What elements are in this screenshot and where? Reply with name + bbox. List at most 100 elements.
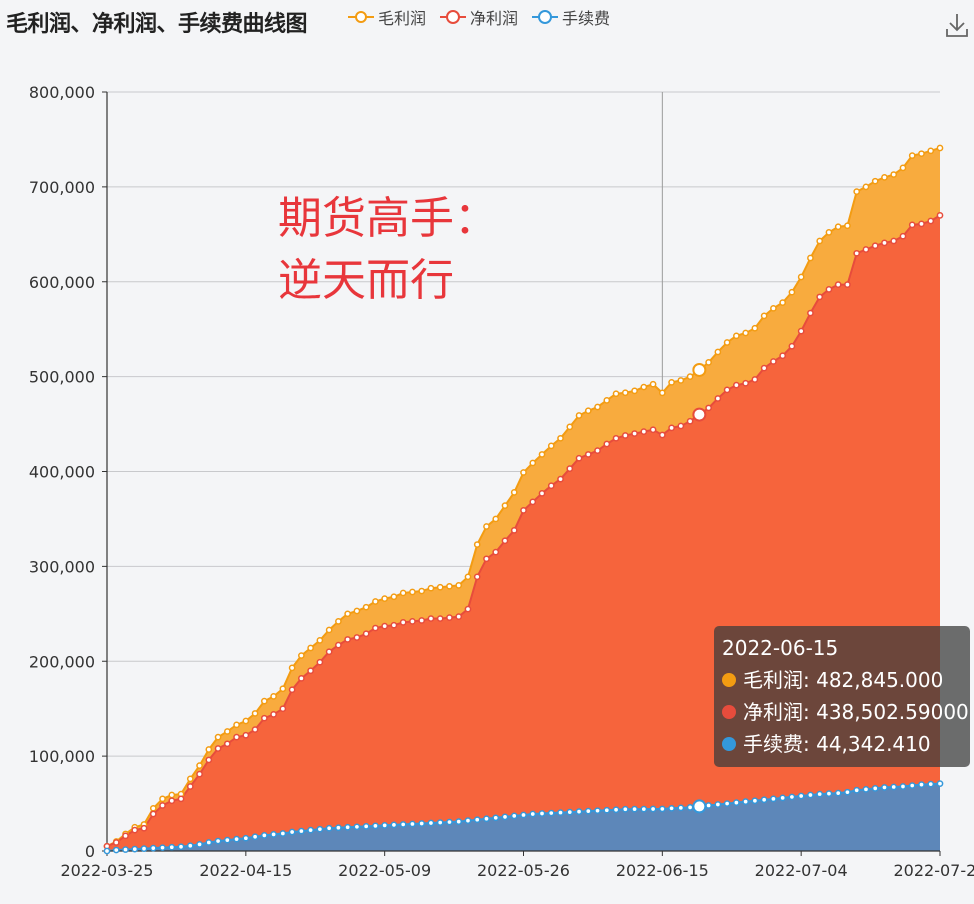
point-fee [288, 828, 296, 836]
point-gross [501, 502, 509, 509]
point-net [686, 417, 694, 425]
point-net [390, 621, 398, 629]
point-fee [344, 823, 351, 831]
point-net [510, 526, 518, 534]
point-fee [409, 820, 416, 828]
point-gross [908, 152, 916, 159]
highlight-point-net [692, 407, 707, 422]
point-net [270, 711, 277, 718]
point-gross [621, 389, 629, 397]
point-net [409, 618, 416, 625]
point-gross [492, 515, 500, 523]
point-fee [825, 790, 833, 797]
point-fee [399, 821, 407, 828]
point-net [566, 465, 574, 472]
download-icon[interactable] [944, 12, 970, 38]
point-fee [733, 799, 740, 806]
point-net [927, 217, 935, 225]
chart-title: 毛利润、净利润、手续费曲线图 [6, 12, 308, 37]
point-fee [899, 783, 907, 790]
point-net [584, 451, 592, 458]
point-net [538, 489, 546, 497]
point-fee [566, 808, 574, 816]
point-fee [686, 804, 694, 811]
point-net [381, 622, 389, 630]
point-fee [510, 812, 518, 820]
point-gross [575, 412, 583, 419]
tooltip: 2022-06-15 毛利润: 482,845.000 净利润: 438,502… [714, 626, 970, 767]
point-fee [714, 801, 722, 808]
x-tick-label: 2022-07-04 [755, 861, 848, 880]
point-gross [520, 469, 527, 476]
tooltip-dot-fee-icon [722, 737, 736, 751]
point-gross [409, 588, 416, 596]
point-net [844, 281, 851, 288]
point-fee [705, 802, 712, 809]
point-net [177, 795, 185, 803]
point-fee [279, 830, 287, 837]
point-fee [140, 845, 148, 852]
point-gross [825, 229, 833, 236]
point-net [862, 246, 870, 253]
point-gross [390, 593, 398, 601]
point-gross [399, 589, 407, 597]
point-fee [270, 831, 277, 838]
point-fee [196, 841, 203, 848]
point-fee [483, 815, 490, 823]
point-gross [547, 442, 555, 450]
tooltip-dot-net-icon [722, 705, 736, 719]
point-fee [427, 819, 435, 827]
point-net [723, 386, 731, 394]
watermark: 期货高手： 逆天而行 [278, 188, 498, 312]
point-gross [149, 804, 157, 812]
x-tick-label: 2022-07-21 [894, 861, 974, 880]
point-gross [196, 762, 203, 769]
point-gross [927, 147, 935, 155]
point-gross [881, 174, 888, 181]
legend-item-net[interactable]: 净利润 [440, 5, 518, 29]
point-fee [223, 836, 231, 844]
point-net [575, 454, 583, 462]
point-net [122, 832, 129, 840]
legend-item-gross[interactable]: 毛利润 [348, 5, 426, 29]
point-gross [538, 451, 546, 458]
point-gross [473, 541, 481, 548]
tooltip-value-fee: 手续费: 44,342.410 [743, 732, 931, 756]
point-gross [760, 312, 768, 320]
point-net [640, 428, 648, 435]
point-gross [742, 329, 749, 337]
point-net [223, 740, 231, 748]
point-net [557, 475, 564, 483]
point-gross [279, 685, 287, 693]
y-tick-label: 0 [85, 842, 95, 861]
point-net [677, 422, 685, 430]
point-gross [335, 618, 342, 625]
point-gross [677, 377, 685, 384]
point-net [816, 293, 824, 301]
point-fee [418, 820, 426, 827]
point-net [788, 342, 796, 350]
legend-item-fee[interactable]: 手续费 [532, 5, 610, 29]
point-fee [186, 842, 194, 850]
point-net [668, 424, 675, 432]
tooltip-value-net: 净利润: 438,502.59000 [743, 700, 969, 724]
point-fee [807, 791, 814, 799]
point-net [492, 548, 500, 556]
point-fee [112, 846, 120, 854]
point-gross [631, 387, 638, 395]
point-net [436, 615, 444, 622]
point-fee [455, 818, 463, 825]
point-fee [316, 825, 324, 833]
point-gross [612, 390, 620, 398]
x-tick-label: 2022-04-15 [199, 861, 292, 880]
legend-marker-net-icon [440, 10, 467, 24]
point-net [621, 432, 629, 439]
point-gross [455, 582, 463, 589]
point-gross [797, 273, 805, 281]
point-net [770, 358, 777, 365]
point-net [501, 537, 509, 545]
point-fee [594, 807, 601, 815]
y-tick-label: 300,000 [29, 557, 95, 576]
point-net [751, 376, 759, 383]
point-fee [168, 843, 176, 851]
